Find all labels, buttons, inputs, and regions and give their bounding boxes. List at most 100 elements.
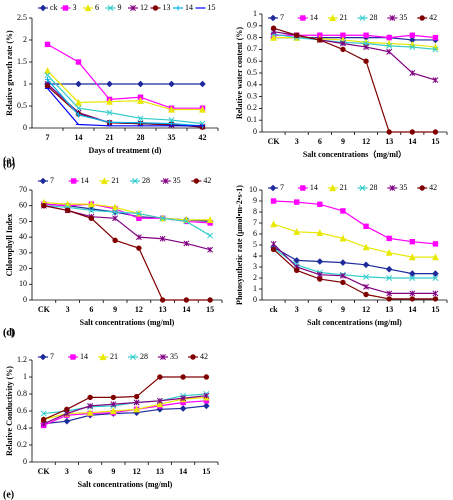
marker <box>168 117 175 124</box>
marker <box>137 115 144 122</box>
marker <box>136 215 142 221</box>
marker <box>329 14 337 22</box>
y-axis-title: Photosynthetic rate (μmol•m-2•s-1) <box>235 185 244 305</box>
series-line <box>43 376 207 421</box>
marker <box>269 14 277 22</box>
marker <box>159 215 166 222</box>
marker <box>340 208 346 214</box>
marker <box>270 246 277 253</box>
marker <box>300 185 306 191</box>
marker <box>419 185 425 191</box>
y-tick-label: 1 <box>253 9 257 18</box>
marker <box>112 215 119 222</box>
marker <box>363 283 370 290</box>
marker <box>363 291 369 298</box>
legend-label: 28 <box>142 176 150 185</box>
y-tick-label: 2 <box>253 273 257 282</box>
marker <box>136 245 142 251</box>
marker <box>44 67 51 74</box>
legend-label: 42 <box>429 13 437 22</box>
marker <box>317 201 323 208</box>
marker <box>133 405 141 413</box>
x-tick-label: 3 <box>295 305 299 314</box>
y-tick-label: 0 <box>23 123 27 132</box>
x-tick-label: 14 <box>182 305 190 314</box>
marker <box>183 240 190 247</box>
marker <box>386 275 393 281</box>
series-line <box>43 205 211 301</box>
x-tick-label: 14 <box>408 305 416 314</box>
legend-label: 35 <box>170 352 178 361</box>
marker <box>340 279 346 286</box>
legend-label: 7 <box>280 13 284 22</box>
legend-label: 14 <box>185 3 193 12</box>
marker <box>207 297 213 303</box>
x-tick-label: 6 <box>318 137 322 146</box>
x-tick-label: ck <box>270 305 279 314</box>
marker <box>409 239 416 245</box>
y-tick-label: 1.2 <box>17 355 27 364</box>
y-tick-label: 0.7 <box>247 44 257 53</box>
marker <box>159 235 166 242</box>
marker <box>386 235 392 242</box>
marker <box>152 5 159 11</box>
marker <box>156 400 164 408</box>
y-tick-label: 0.8 <box>17 389 27 398</box>
marker <box>193 178 200 184</box>
marker <box>293 32 300 38</box>
marker <box>39 177 47 185</box>
marker <box>179 405 187 412</box>
legend-label: 35 <box>399 183 407 192</box>
legend-label: 6 <box>95 3 99 12</box>
y-tick-label: 7 <box>253 218 257 227</box>
marker <box>203 374 210 380</box>
series-line <box>273 243 436 294</box>
legend-label: 35 <box>399 13 407 22</box>
marker <box>386 42 393 49</box>
marker <box>156 397 163 404</box>
x-tick-label: 13 <box>385 305 393 314</box>
marker <box>362 243 370 251</box>
marker <box>87 402 94 409</box>
y-tick-label: 6 <box>253 229 257 238</box>
y-tick-label: 1 <box>23 79 27 88</box>
series-line <box>273 33 436 50</box>
legend-label: 21 <box>340 13 348 22</box>
marker <box>363 58 369 64</box>
marker <box>39 4 47 12</box>
legend-label: 7 <box>50 352 54 361</box>
y-tick-label: 2 <box>23 35 27 44</box>
marker <box>386 129 392 135</box>
series-line <box>273 247 436 279</box>
x-tick-label: 12 <box>133 467 141 476</box>
marker <box>110 394 117 401</box>
legend-label: 21 <box>110 352 118 361</box>
marker <box>75 59 82 65</box>
y-tick-label: 5 <box>253 240 257 249</box>
x-tick-label: 9 <box>341 305 345 314</box>
marker <box>130 5 136 11</box>
y-tick-label: 10 <box>249 185 257 194</box>
marker <box>203 402 210 410</box>
marker <box>109 407 117 415</box>
y-tick-label: 0 <box>23 457 27 466</box>
marker <box>180 395 187 402</box>
y-tick-label: 1.5 <box>17 57 27 66</box>
y-tick-label: 30 <box>19 248 27 257</box>
marker <box>135 210 142 217</box>
marker <box>159 297 166 303</box>
series-line <box>43 205 211 237</box>
x-tick-label: 9 <box>341 137 345 146</box>
x-tick-label: 13 <box>159 305 167 314</box>
legend-label: 15 <box>208 3 216 12</box>
marker <box>40 416 47 423</box>
marker <box>409 70 416 76</box>
marker <box>408 253 416 261</box>
legend-label: 13 <box>163 3 171 12</box>
marker <box>86 408 94 416</box>
marker <box>88 215 95 221</box>
legend-label: 28 <box>140 352 148 361</box>
x-tick-label: 13 <box>385 137 393 146</box>
marker <box>39 353 47 361</box>
x-tick-label: 9 <box>113 305 117 314</box>
